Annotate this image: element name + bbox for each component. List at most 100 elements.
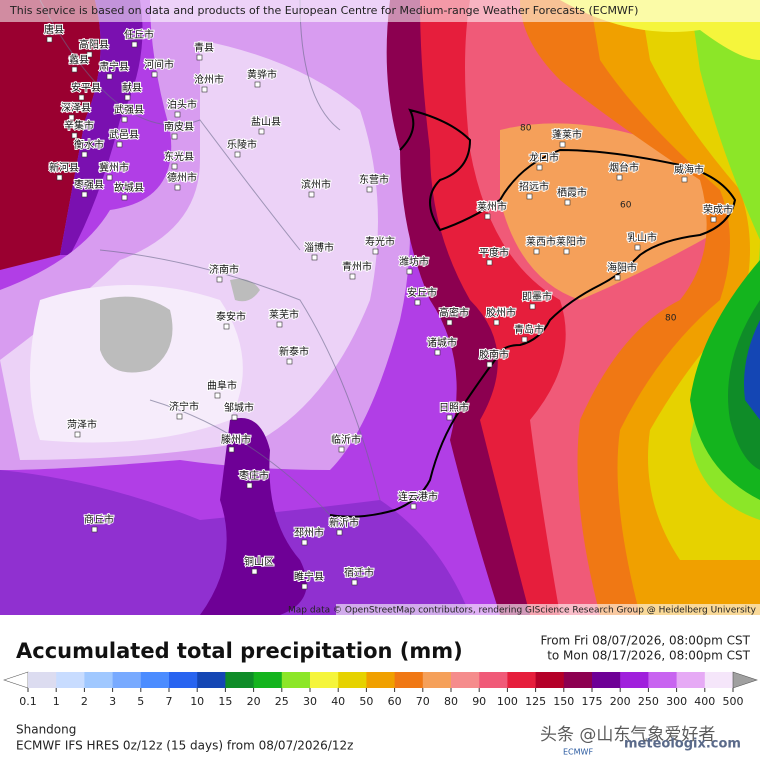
city-label: 枣强县 <box>74 179 104 191</box>
city-label: 东光县 <box>164 150 194 163</box>
city-label: 日照市 <box>439 401 469 414</box>
city-label: 莱芜市 <box>269 308 299 321</box>
city-label: 盐山县 <box>251 115 281 128</box>
model-info: ECMWF IFS HRES 0z/12z (15 days) from 08/… <box>16 739 353 753</box>
city-label: 南皮县 <box>164 120 194 133</box>
city-label: 深泽县 <box>61 102 91 114</box>
legend: Accumulated total precipitation (mm) Fro… <box>3 634 758 757</box>
city-marker <box>81 151 88 158</box>
city-label: 临沂市 <box>331 433 361 446</box>
city-marker <box>201 86 208 93</box>
city-marker <box>46 36 53 43</box>
legend-title: Accumulated total precipitation (mm) <box>16 639 463 663</box>
color-swatch <box>84 672 114 688</box>
city-marker <box>493 319 500 326</box>
city-label: 泊头市 <box>167 98 197 111</box>
tick-label: 60 <box>388 695 402 708</box>
contour-label: 80 <box>665 314 677 324</box>
city-marker <box>106 174 113 181</box>
city-marker <box>533 248 540 255</box>
city-marker <box>410 503 417 510</box>
tick-label: 1 <box>53 695 60 708</box>
color-swatch <box>338 672 367 688</box>
city-marker <box>486 361 493 368</box>
city-marker <box>446 414 453 421</box>
city-label: 商丘市 <box>84 513 114 526</box>
color-swatch <box>704 672 734 688</box>
city-label: 德州市 <box>167 171 197 184</box>
city-marker <box>366 186 373 193</box>
city-marker <box>81 191 88 198</box>
city-marker <box>121 116 128 123</box>
city-label: 睢宁县 <box>294 570 324 583</box>
tick-label: 150 <box>553 695 574 708</box>
city-marker <box>351 579 358 586</box>
tick-label: 500 <box>723 695 744 708</box>
city-marker <box>301 539 308 546</box>
color-swatch <box>507 672 537 688</box>
city-label: 故城县 <box>114 181 144 194</box>
city-marker <box>176 413 183 420</box>
city-marker <box>196 54 203 61</box>
city-marker <box>223 323 230 330</box>
city-label: 邳州市 <box>294 526 324 539</box>
city-label: 宿迁市 <box>344 566 374 579</box>
city-marker <box>336 529 343 536</box>
city-label: 任丘市 <box>124 28 154 41</box>
city-label: 衡水市 <box>74 138 104 151</box>
tick-label: 90 <box>472 695 486 708</box>
period-from: From Fri 08/07/2026, 08:00pm CST <box>541 634 751 648</box>
tick-label: 125 <box>525 695 546 708</box>
map-credit: Map data © OpenStreetMap contributors, r… <box>288 606 757 616</box>
city-label: 肃宁县 <box>99 60 129 73</box>
city-marker <box>78 94 85 101</box>
city-label: 新沂市 <box>329 516 359 529</box>
city-label: 新泰市 <box>279 345 309 358</box>
city-label: 新河县 <box>49 161 79 174</box>
city-marker <box>710 216 717 223</box>
tick-label: 70 <box>416 695 430 708</box>
tick-label: 175 <box>582 695 603 708</box>
city-marker <box>311 254 318 261</box>
city-marker <box>106 73 113 80</box>
city-marker <box>614 274 621 281</box>
tick-label: 7 <box>166 695 173 708</box>
city-label: 唐县 <box>44 23 64 36</box>
tick-label: 200 <box>610 695 631 708</box>
city-marker <box>86 51 93 58</box>
color-swatch <box>366 672 396 688</box>
city-label: 菏泽市 <box>67 418 97 431</box>
city-marker <box>74 431 81 438</box>
tick-label: 0.1 <box>19 695 37 708</box>
city-marker <box>338 446 345 453</box>
city-label: 威海市 <box>674 163 704 176</box>
city-marker <box>484 213 491 220</box>
city-label: 寿光市 <box>365 235 395 248</box>
city-label: 即墨市 <box>522 290 552 303</box>
city-label: 栖霞市 <box>557 186 587 199</box>
tick-label: 3 <box>109 695 116 708</box>
city-label: 连云港市 <box>398 490 438 503</box>
city-label: 平度市 <box>479 246 509 259</box>
color-swatch <box>112 672 142 688</box>
city-label: 青县 <box>194 41 214 54</box>
colorbar-end <box>732 671 758 689</box>
colorbar: 0.1 1 2 3 5 7 10 15 20 25 30 40 50 60 70 80 90 100 125 150 1… <box>3 671 758 708</box>
tick-label: 2 <box>81 695 88 708</box>
city-marker <box>234 151 241 158</box>
city-marker <box>681 176 688 183</box>
city-marker <box>251 568 258 575</box>
color-swatch <box>310 672 339 688</box>
tick-label: 25 <box>275 695 289 708</box>
color-swatch <box>451 672 480 688</box>
city-label: 高密市 <box>439 306 469 319</box>
city-label: 莱阳市 <box>556 235 586 248</box>
city-label: 武强县 <box>114 103 144 116</box>
city-marker <box>151 71 158 78</box>
tick-label: 300 <box>666 695 687 708</box>
city-marker <box>414 299 421 306</box>
city-marker <box>174 111 181 118</box>
tick-label: 15 <box>218 695 232 708</box>
city-label: 诸城市 <box>427 336 457 349</box>
